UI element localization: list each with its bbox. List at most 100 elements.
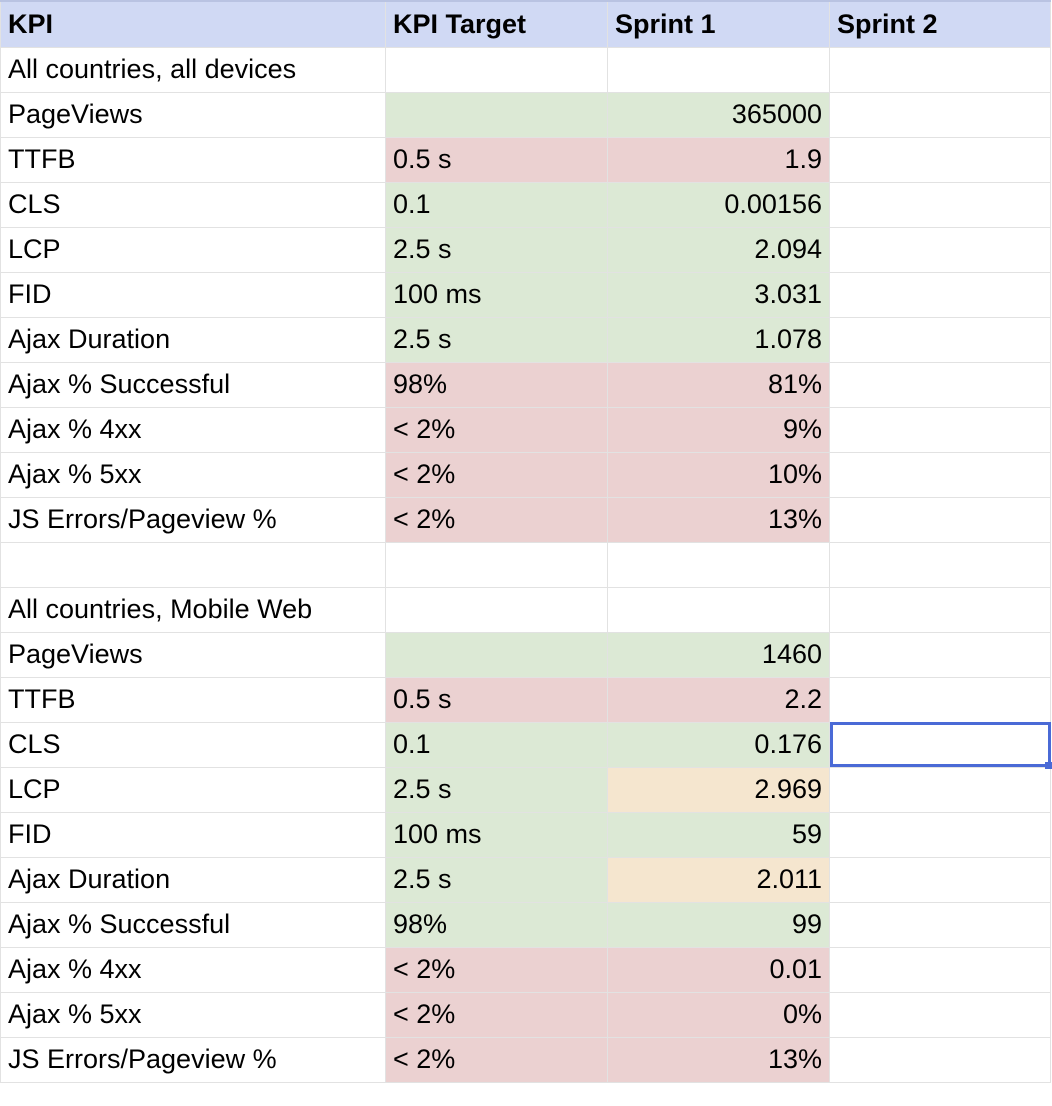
kpi-cell[interactable]: PageViews	[0, 91, 386, 138]
kpi-cell[interactable]: Ajax % 4xx	[0, 406, 386, 453]
sprint-1-cell[interactable]: 13%	[607, 1036, 830, 1083]
sprint-1-cell[interactable]: 99	[607, 901, 830, 948]
kpi-target-cell[interactable]	[385, 586, 608, 633]
sprint-1-cell[interactable]: 1460	[607, 631, 830, 678]
kpi-target-cell[interactable]: 0.1	[385, 721, 608, 768]
sprint-2-cell[interactable]	[829, 316, 1051, 363]
sprint-2-cell-selected[interactable]	[829, 721, 1051, 768]
sprint-1-cell[interactable]: 1.078	[607, 316, 830, 363]
sprint-2-cell[interactable]	[829, 586, 1051, 633]
kpi-cell[interactable]: PageViews	[0, 631, 386, 678]
sprint-2-cell[interactable]	[829, 406, 1051, 453]
sprint-1-cell[interactable]: 2.011	[607, 856, 830, 903]
kpi-target-cell[interactable]: 2.5 s	[385, 226, 608, 273]
sprint-2-cell[interactable]	[829, 856, 1051, 903]
sprint-2-cell[interactable]	[829, 361, 1051, 408]
kpi-target-cell[interactable]: 0.5 s	[385, 676, 608, 723]
sprint-2-cell[interactable]	[829, 136, 1051, 183]
sprint-1-cell[interactable]: 365000	[607, 91, 830, 138]
sprint-2-cell[interactable]	[829, 91, 1051, 138]
sprint-1-cell[interactable]: 0.00156	[607, 181, 830, 228]
kpi-cell[interactable]: CLS	[0, 181, 386, 228]
kpi-cell[interactable]: TTFB	[0, 136, 386, 183]
sprint-1-cell[interactable]: 81%	[607, 361, 830, 408]
kpi-cell[interactable]: All countries, all devices	[0, 46, 386, 93]
kpi-cell[interactable]: All countries, Mobile Web	[0, 586, 386, 633]
kpi-target-cell[interactable]	[385, 541, 608, 588]
sprint-1-cell[interactable]: 10%	[607, 451, 830, 498]
kpi-cell[interactable]: CLS	[0, 721, 386, 768]
sprint-2-cell[interactable]	[829, 946, 1051, 993]
sprint-1-cell[interactable]: 13%	[607, 496, 830, 543]
sprint-2-cell[interactable]	[829, 451, 1051, 498]
sprint-1-cell[interactable]: 0.01	[607, 946, 830, 993]
kpi-target-cell[interactable]: < 2%	[385, 451, 608, 498]
selection-fill-handle[interactable]	[1045, 762, 1052, 769]
header-sprint-2[interactable]: Sprint 2	[829, 0, 1051, 48]
sprint-1-cell[interactable]: 2.094	[607, 226, 830, 273]
kpi-cell[interactable]	[0, 541, 386, 588]
table-row: LCP 2.5 s 2.969	[0, 766, 1051, 813]
sprint-2-cell[interactable]	[829, 541, 1051, 588]
kpi-cell[interactable]: Ajax % 4xx	[0, 946, 386, 993]
kpi-cell[interactable]: Ajax Duration	[0, 316, 386, 363]
sprint-2-cell[interactable]	[829, 181, 1051, 228]
kpi-target-cell[interactable]: < 2%	[385, 406, 608, 453]
kpi-cell[interactable]: JS Errors/Pageview %	[0, 1036, 386, 1083]
kpi-target-cell[interactable]: 0.5 s	[385, 136, 608, 183]
sprint-1-cell[interactable]: 1.9	[607, 136, 830, 183]
kpi-cell[interactable]: LCP	[0, 766, 386, 813]
kpi-target-cell[interactable]	[385, 631, 608, 678]
kpi-target-cell[interactable]: 0.1	[385, 181, 608, 228]
sprint-2-cell[interactable]	[829, 766, 1051, 813]
sprint-1-cell[interactable]: 0.176	[607, 721, 830, 768]
table-row: Ajax % 5xx < 2% 0%	[0, 991, 1051, 1038]
kpi-target-cell[interactable]: 98%	[385, 361, 608, 408]
header-kpi[interactable]: KPI	[0, 0, 386, 48]
kpi-target-cell[interactable]: 100 ms	[385, 271, 608, 318]
sprint-1-cell[interactable]: 2.2	[607, 676, 830, 723]
table-row: CLS 0.1 0.00156	[0, 181, 1051, 228]
sprint-2-cell[interactable]	[829, 631, 1051, 678]
kpi-cell[interactable]: Ajax % 5xx	[0, 451, 386, 498]
kpi-target-cell[interactable]: < 2%	[385, 946, 608, 993]
kpi-cell[interactable]: Ajax % 5xx	[0, 991, 386, 1038]
kpi-target-cell[interactable]: < 2%	[385, 991, 608, 1038]
kpi-cell[interactable]: LCP	[0, 226, 386, 273]
kpi-target-cell[interactable]: < 2%	[385, 1036, 608, 1083]
kpi-cell[interactable]: JS Errors/Pageview %	[0, 496, 386, 543]
sprint-2-cell[interactable]	[829, 1036, 1051, 1083]
sprint-1-cell[interactable]: 9%	[607, 406, 830, 453]
kpi-cell[interactable]: Ajax % Successful	[0, 901, 386, 948]
sprint-1-cell[interactable]: 2.969	[607, 766, 830, 813]
kpi-target-cell[interactable]: 98%	[385, 901, 608, 948]
sprint-2-cell[interactable]	[829, 496, 1051, 543]
sprint-2-cell[interactable]	[829, 271, 1051, 318]
kpi-target-cell[interactable]: 2.5 s	[385, 316, 608, 363]
kpi-cell[interactable]: TTFB	[0, 676, 386, 723]
sprint-1-cell[interactable]: 0%	[607, 991, 830, 1038]
kpi-target-cell[interactable]: 2.5 s	[385, 856, 608, 903]
header-kpi-target[interactable]: KPI Target	[385, 0, 608, 48]
sprint-1-cell[interactable]	[607, 541, 830, 588]
sprint-1-cell[interactable]: 59	[607, 811, 830, 858]
sprint-1-cell[interactable]	[607, 46, 830, 93]
header-sprint-1[interactable]: Sprint 1	[607, 0, 830, 48]
kpi-cell[interactable]: FID	[0, 811, 386, 858]
sprint-2-cell[interactable]	[829, 46, 1051, 93]
kpi-target-cell[interactable]	[385, 46, 608, 93]
kpi-target-cell[interactable]: 2.5 s	[385, 766, 608, 813]
kpi-cell[interactable]: Ajax % Successful	[0, 361, 386, 408]
kpi-target-cell[interactable]: 100 ms	[385, 811, 608, 858]
sprint-2-cell[interactable]	[829, 811, 1051, 858]
sprint-2-cell[interactable]	[829, 901, 1051, 948]
kpi-cell[interactable]: FID	[0, 271, 386, 318]
sprint-2-cell[interactable]	[829, 676, 1051, 723]
kpi-target-cell[interactable]: < 2%	[385, 496, 608, 543]
sprint-1-cell[interactable]	[607, 586, 830, 633]
sprint-1-cell[interactable]: 3.031	[607, 271, 830, 318]
kpi-cell[interactable]: Ajax Duration	[0, 856, 386, 903]
sprint-2-cell[interactable]	[829, 226, 1051, 273]
sprint-2-cell[interactable]	[829, 991, 1051, 1038]
kpi-target-cell[interactable]	[385, 91, 608, 138]
